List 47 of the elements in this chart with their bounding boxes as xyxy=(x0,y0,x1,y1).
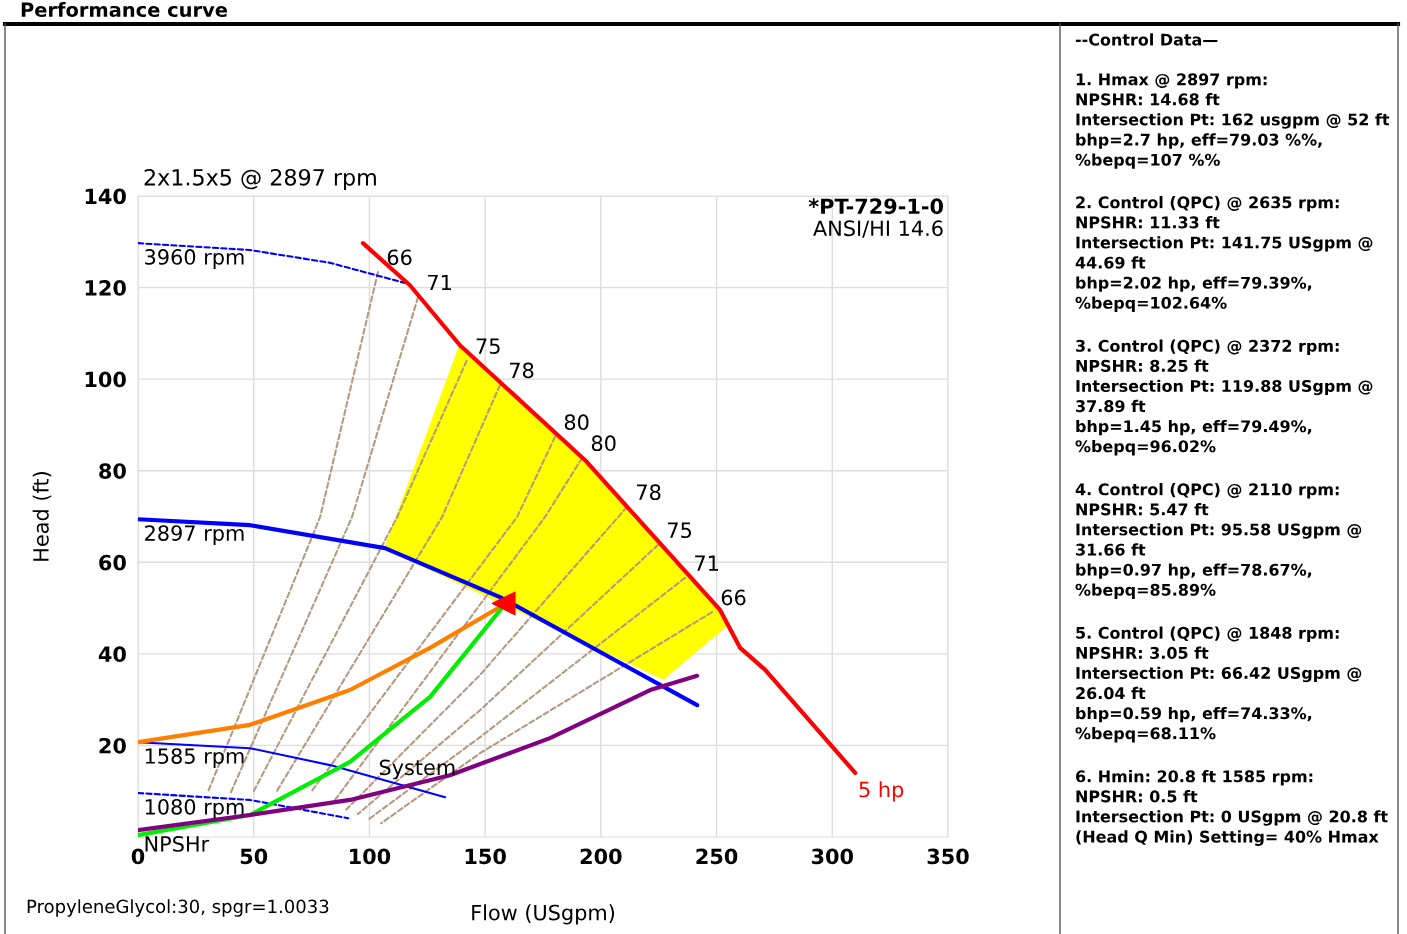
series-label: 3960 rpm xyxy=(145,249,244,269)
x-tick-label: 50 xyxy=(240,848,268,865)
annotation: 80 xyxy=(591,435,616,452)
series-label: NPSHr xyxy=(145,836,210,852)
annotation: System xyxy=(379,759,455,780)
y-tick-label: 120 xyxy=(85,280,126,296)
y-axis-title: Head (ft) xyxy=(32,472,52,561)
text: 6. Hmin: 20.8 ft 1585 rpm: NPSHR: 0.5 ft Intersection Pt: 0 USgpm @ 20.8 ft (Head Q Min) Setting= 40% Hmax xyxy=(1075,770,1388,846)
x-tick-label: 350 xyxy=(927,848,969,865)
x-tick-label: 200 xyxy=(580,848,622,865)
series-label: 5 hp xyxy=(859,781,904,802)
y-tick-label: 140 xyxy=(85,188,126,205)
chart-subtitle: 2x1.5x5 @ 2897 rpm xyxy=(144,168,376,190)
series-label: 1585 rpm xyxy=(145,748,244,768)
annotation: 71 xyxy=(428,274,451,291)
annotation: *PT-729-1-0 xyxy=(808,198,944,215)
annotation: 78 xyxy=(510,362,534,379)
annotation: 75 xyxy=(668,522,692,539)
y-tick-label: 40 xyxy=(98,646,126,663)
text: 3. Control (QPC) @ 2372 rpm: NPSHR: 8.25 ft Intersection Pt: 119.88 USgpm @ 37.89 ft bhp=1.45 hp, eff=79.49%, %bepq=96.02% xyxy=(1075,339,1373,456)
line-series xyxy=(138,673,700,833)
x-tick-label: 250 xyxy=(696,848,738,865)
y-tick-label: 80 xyxy=(99,463,126,479)
x-tick-label: 0 xyxy=(131,848,145,865)
annotation: 78 xyxy=(637,484,661,501)
text: PropyleneGlycol:30, spgr=1.0033 xyxy=(27,899,329,917)
y-tick-label: 20 xyxy=(99,737,126,754)
series-label: 2897 rpm xyxy=(145,525,244,545)
annotation: 71 xyxy=(695,555,719,571)
annotation: 80 xyxy=(564,414,589,431)
y-tick-label: 100 xyxy=(85,371,126,388)
text: 5. Control (QPC) @ 1848 rpm: NPSHR: 3.05 ft Intersection Pt: 66.42 USgpm @ 26.04 ft bhp=0.59 hp, eff=74.33%, %bepq=68.11% xyxy=(1075,626,1362,743)
y-tick-label: 60 xyxy=(99,554,126,571)
chart-title: Performance curve xyxy=(21,2,228,18)
annotation: 66 xyxy=(387,249,412,266)
text: 4. Control (QPC) @ 2110 rpm: NPSHR: 5.47 ft Intersection Pt: 95.58 USgpm @ 31.66 ft bhp=0.97 hp, eff=78.67%, %bepq=85.89% xyxy=(1075,483,1362,599)
series-label: 1080 rpm xyxy=(145,798,244,819)
text: 2. Control (QPC) @ 2635 rpm: NPSHR: 11.33 ft Intersection Pt: 141.75 USgpm @ 44.69 ft bhp=2.02 hp, eff=79.39%, %bepq=102.64% xyxy=(1075,196,1373,312)
text: --Control Data— xyxy=(1075,33,1218,46)
x-tick-label: 150 xyxy=(465,848,506,865)
annotation: 66 xyxy=(721,589,746,606)
x-tick-label: 300 xyxy=(811,848,854,865)
text: 1. Hmax @ 2897 rpm: NPSHR: 14.68 ft Intersection Pt: 162 usgpm @ 52 ft bhp=2.7 hp, eff=79.03 %%, %bepq=107 %% xyxy=(1075,73,1390,169)
x-tick-label: 100 xyxy=(350,848,391,865)
annotation: 75 xyxy=(476,338,500,355)
x-axis-title: Flow (USgpm) xyxy=(472,904,615,925)
annotation: ANSI/HI 14.6 xyxy=(813,220,943,238)
